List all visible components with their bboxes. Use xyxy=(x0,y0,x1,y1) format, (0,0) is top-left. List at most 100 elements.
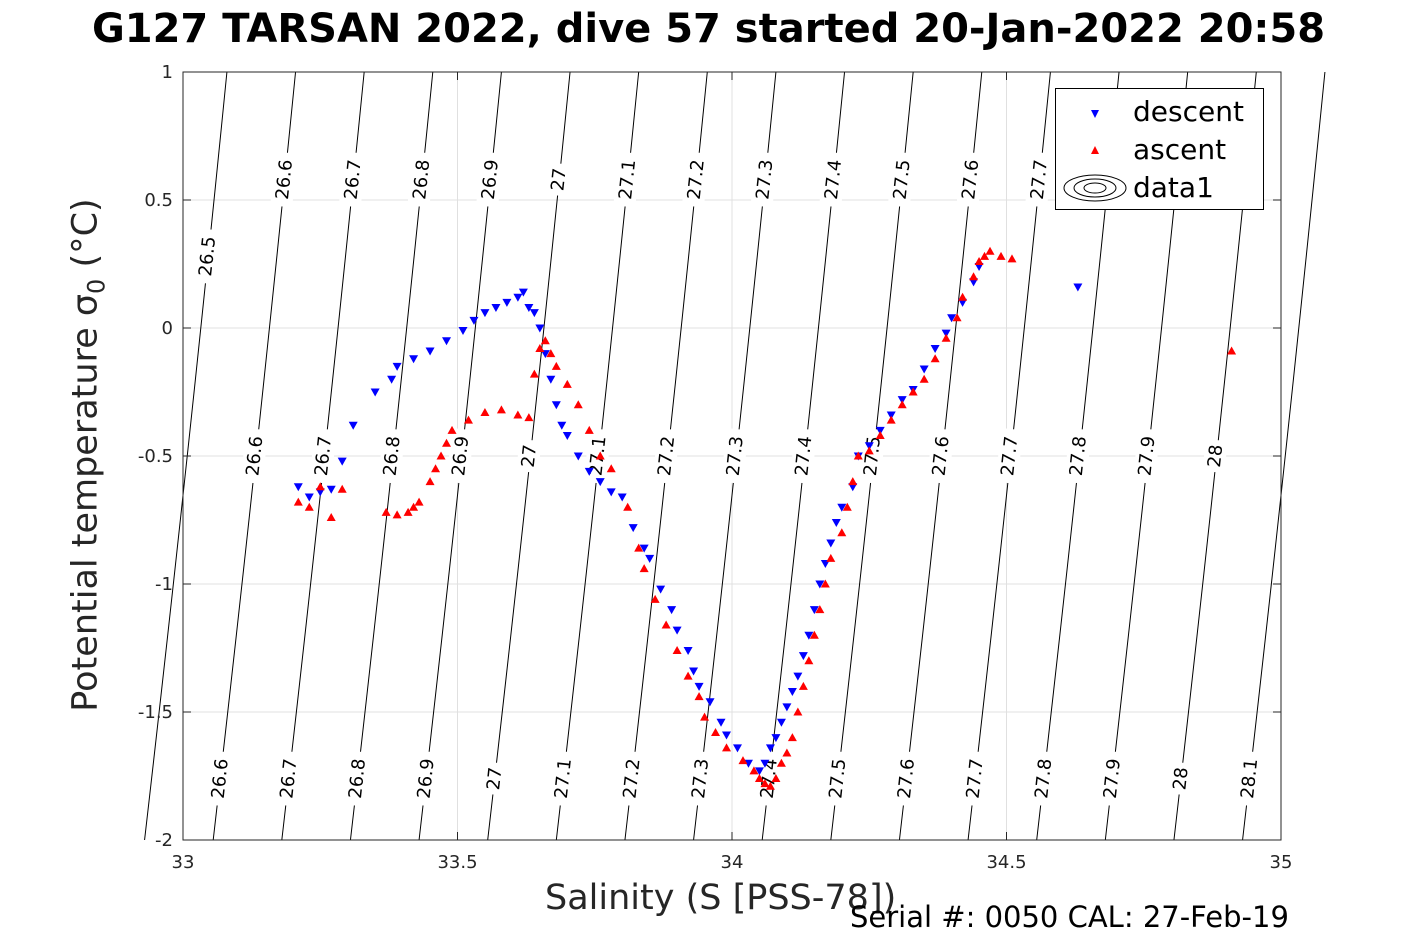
chart-title: G127 TARSAN 2022, dive 57 started 20-Jan… xyxy=(91,6,1326,52)
contour-label-text: 27.6 xyxy=(958,159,983,201)
ascent-point xyxy=(820,579,830,588)
ascent-point xyxy=(837,528,847,537)
ascent-point xyxy=(315,482,325,491)
contour-icon xyxy=(1063,174,1127,202)
descent-series xyxy=(293,263,1083,776)
contour-label: 27.4 xyxy=(819,151,847,208)
ascent-point xyxy=(765,781,775,790)
ascent-point xyxy=(524,413,534,422)
ascent-point xyxy=(760,779,770,788)
contour-label-text: 28 xyxy=(1204,444,1227,469)
contour-label-bg xyxy=(750,151,779,208)
descent-point xyxy=(831,519,841,528)
contour-label-bg xyxy=(858,427,886,485)
contour-label-text: 26.6 xyxy=(272,159,297,201)
y-tick-label: 1 xyxy=(162,62,173,83)
descent-point xyxy=(765,744,775,753)
ascent-point xyxy=(886,415,896,424)
x-tick-label: 35 xyxy=(1270,852,1293,873)
descent-point xyxy=(864,442,874,451)
descent-point xyxy=(480,309,490,318)
descent-point xyxy=(513,293,523,302)
contour-label: 27.1 xyxy=(583,427,612,485)
contour-label-text: 27.7 xyxy=(1027,159,1052,201)
ascent-point xyxy=(771,774,781,783)
contour-label-text: 27.2 xyxy=(654,435,679,477)
ascent-point xyxy=(864,446,874,455)
x-tick-label: 33.5 xyxy=(437,852,477,873)
contour-label: 27.7 xyxy=(1025,151,1053,208)
ascent-point xyxy=(623,502,633,511)
ascent-point xyxy=(540,336,550,345)
contour-label: 27.3 xyxy=(750,151,779,208)
descent-point xyxy=(1073,283,1083,292)
contour-label-text: 27.5 xyxy=(825,758,850,800)
contour-label-text: 26.6 xyxy=(208,758,233,800)
contour-label-text: 26.7 xyxy=(341,159,366,201)
ascent-point xyxy=(447,425,457,434)
descent-point xyxy=(315,488,325,497)
contour-label-text: 27.2 xyxy=(684,159,709,201)
descent-point xyxy=(974,263,984,272)
ascent-point xyxy=(919,374,929,383)
ascent-point xyxy=(941,333,951,342)
descent-point xyxy=(722,731,732,740)
descent-point xyxy=(442,337,452,346)
descent-point xyxy=(573,452,583,461)
descent-point xyxy=(815,580,825,589)
descent-point xyxy=(469,316,479,325)
contour-label-bg xyxy=(887,151,916,208)
serial-calibration-text: Serial #: 0050 CAL: 27-Feb-19 xyxy=(850,900,1289,934)
contour-label: 26.9 xyxy=(446,427,475,485)
contour-label-text: 27.1 xyxy=(615,159,640,201)
ascent-point xyxy=(442,438,452,447)
contour-label-text: 27 xyxy=(518,444,541,469)
ascent-point xyxy=(337,484,347,493)
contour-label-bg xyxy=(754,750,783,807)
contour-label: 26.7 xyxy=(274,750,303,807)
contour-label: 27.6 xyxy=(892,750,920,807)
y-tick-label: -1 xyxy=(155,574,173,595)
contour-label-bg xyxy=(309,427,337,485)
descent-point xyxy=(809,606,819,615)
contour-label: 27.6 xyxy=(926,427,955,485)
contour-label: 26.6 xyxy=(240,427,269,485)
contour-label-bg xyxy=(270,151,298,208)
contour-label-bg xyxy=(338,151,367,208)
ascent-point xyxy=(694,692,704,701)
descent-point xyxy=(694,682,704,691)
ascent-point xyxy=(952,313,962,322)
contour-label-bg xyxy=(205,750,234,807)
ascent-point xyxy=(722,743,732,752)
contour-label: 27.5 xyxy=(823,750,852,807)
contour-label-bg xyxy=(446,427,475,485)
contour-label-text: 27.3 xyxy=(723,435,748,477)
descent-point xyxy=(820,560,830,569)
contour-label: 26.9 xyxy=(411,750,440,807)
contour-label-text: 27.4 xyxy=(791,435,816,477)
contour-label-bg xyxy=(377,427,406,485)
contour-label-bg xyxy=(411,750,440,807)
ascent-point xyxy=(875,431,885,440)
contour-label: 27.3 xyxy=(720,427,749,485)
contour-label-text: 27.1 xyxy=(551,758,576,800)
contour-label: 26.5 xyxy=(193,228,221,285)
contour-label-text: 28 xyxy=(1169,766,1192,791)
x-tick-label: 34 xyxy=(721,852,744,873)
contour-label-bg xyxy=(1202,438,1228,474)
contour-label: 26.8 xyxy=(377,427,406,485)
ascent-point xyxy=(996,251,1006,260)
legend-item-ascent: ascent xyxy=(1056,131,1263,169)
ascent-point xyxy=(711,727,721,736)
axis-ticks: 33 33.5 34 34.5 35 -2 -1.5 -1 -0.5 0 0.5 1 xyxy=(138,62,1293,873)
contour-label-bg xyxy=(240,427,269,485)
contour-label: 26.8 xyxy=(343,750,371,807)
ascent-point xyxy=(815,605,825,614)
contour-label-text: 27.7 xyxy=(963,758,988,800)
contour-label: 26.6 xyxy=(205,750,234,807)
contour-label-text: 26.6 xyxy=(242,435,267,477)
descent-point xyxy=(656,585,666,594)
legend: descent ascent data1 xyxy=(1055,88,1264,210)
ascent-point xyxy=(749,766,759,775)
ascent-point xyxy=(639,564,649,573)
